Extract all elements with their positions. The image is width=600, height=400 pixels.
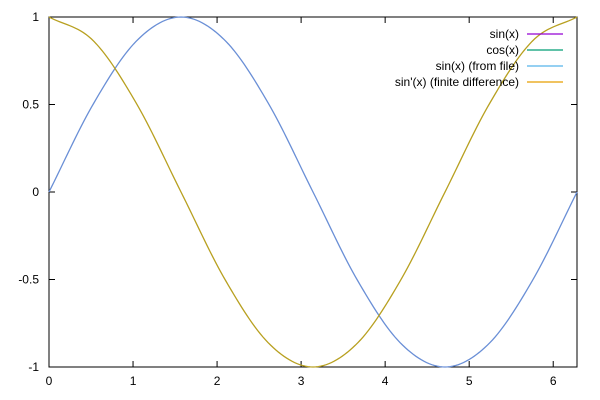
x-tick-label: 5 [466, 374, 473, 388]
legend-label: sin(x) [490, 27, 519, 41]
y-tick-label: -0.5 [18, 273, 39, 287]
series-line-2 [48, 16, 578, 368]
legend-label: sin'(x) (finite difference) [395, 75, 519, 89]
series-lines [48, 16, 578, 368]
x-tick-label: 0 [46, 374, 53, 388]
legend-label: cos(x) [486, 43, 519, 57]
x-tick-label: 6 [550, 374, 557, 388]
x-tick-label: 1 [130, 374, 137, 388]
legend-label: sin(x) (from file) [436, 59, 519, 73]
y-tick-label: 1 [32, 10, 39, 24]
y-tick-label: -1 [28, 360, 39, 374]
legend: sin(x) cos(x) sin(x) (from file) sin'(x) (f… [395, 27, 563, 89]
x-tick-label: 4 [382, 374, 389, 388]
series-line-3 [48, 16, 578, 368]
x-tick-label: 3 [298, 374, 305, 388]
x-tick-label: 2 [214, 374, 221, 388]
y-tick-label: 0 [32, 185, 39, 199]
axis-ticks: 0 1 2 3 4 5 6 1 0.5 0 -0.5 -1 [18, 10, 577, 388]
y-tick-label: 0.5 [22, 98, 39, 112]
